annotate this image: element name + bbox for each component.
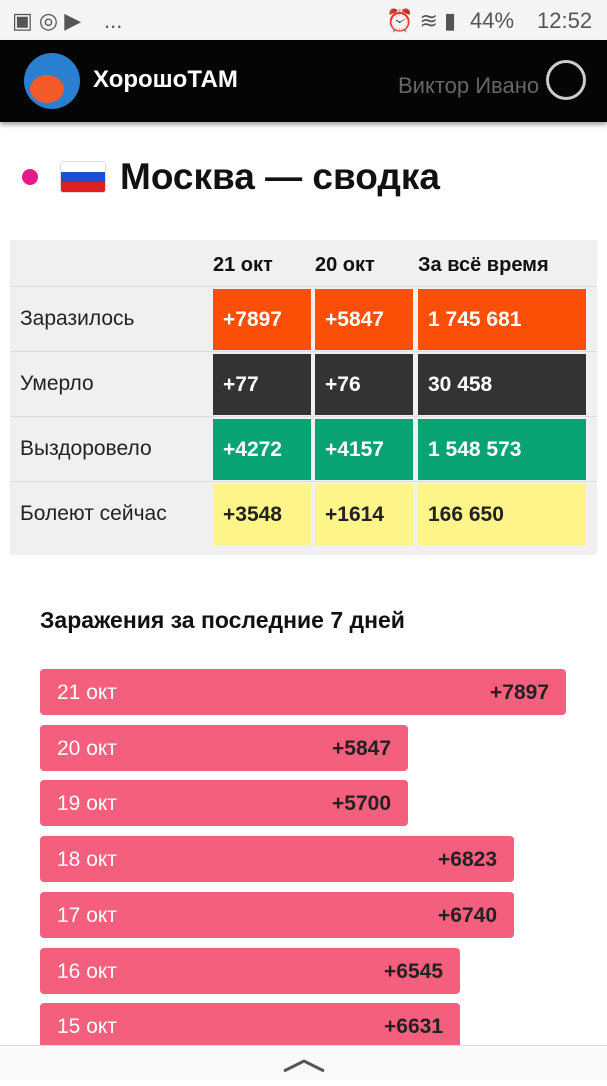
- table-row: Выздоровело +4272 +4157 1 548 573: [10, 416, 597, 480]
- app-name[interactable]: ХорошоТАМ: [93, 66, 238, 93]
- table-row: Болеют сейчас +3548 +1614 166 650: [10, 481, 597, 545]
- row-label: Болеют сейчас: [20, 502, 167, 525]
- bar-value: +6740: [438, 903, 497, 927]
- row-label: Умерло: [20, 372, 94, 395]
- bar: 21 окт +7897: [40, 669, 566, 715]
- chart-title: Заражения за последние 7 дней: [40, 607, 405, 633]
- cell: +3548: [213, 484, 311, 545]
- cell: +76: [315, 354, 413, 415]
- cell: +4272: [213, 419, 311, 480]
- page-title: Москва — сводка: [120, 156, 440, 197]
- user-name[interactable]: Виктор Ивано: [398, 73, 540, 98]
- page-title-row: Москва — сводка: [22, 156, 440, 198]
- bar: 18 окт +6823: [40, 836, 514, 883]
- bar-label: 19 окт: [57, 792, 117, 816]
- flag: [60, 161, 106, 193]
- bottom-bar: [0, 1045, 607, 1080]
- cell: +7897: [213, 289, 311, 350]
- row-label: Заразилось: [20, 307, 135, 330]
- column-header: 20 окт: [315, 254, 375, 276]
- cell: 166 650: [418, 484, 586, 545]
- logo[interactable]: [24, 53, 80, 109]
- column-header: 21 окт: [213, 254, 273, 276]
- table-row: Заразилось +7897 +5847 1 745 681: [10, 286, 597, 350]
- bar: 15 окт +6631: [40, 1003, 460, 1050]
- cell: 1 745 681: [418, 289, 586, 350]
- bar-value: +5700: [332, 792, 391, 816]
- bar-value: +7897: [490, 681, 549, 704]
- dot: [22, 169, 38, 185]
- bar-value: +5847: [332, 736, 391, 760]
- table-row: Умерло +77 +76 30 458: [10, 351, 597, 415]
- cell: +1614: [315, 484, 413, 545]
- column-header: За всё время: [418, 254, 549, 276]
- bar-value: +6545: [384, 959, 443, 983]
- cell: +5847: [315, 289, 413, 350]
- bar-label: 16 окт: [57, 959, 117, 983]
- bar: 17 окт +6740: [40, 891, 514, 938]
- cell: +77: [213, 354, 311, 415]
- bar-label: 17 окт: [57, 903, 117, 927]
- battery: 44%: [470, 8, 515, 33]
- bar-label: 15 окт: [57, 1015, 117, 1039]
- bar-label: 18 окт: [57, 848, 117, 872]
- cell: 30 458: [418, 354, 586, 415]
- bar-label: 21 окт: [57, 681, 117, 704]
- status-sys-icons: ⏰ ≋ ▮: [386, 8, 457, 33]
- summary-table: 21 окт 20 окт За всё время Заразилось +7897 +…: [10, 240, 597, 555]
- cell: +4157: [315, 419, 413, 480]
- bar-value: +6823: [438, 848, 497, 872]
- bar: 20 окт +5847: [40, 724, 408, 771]
- rocket-button[interactable]: [546, 60, 586, 100]
- bar: 19 окт +5700: [40, 780, 408, 827]
- bar-label: 20 окт: [57, 736, 117, 760]
- app-header: ХорошоТАМ Виктор Ивано: [0, 40, 607, 122]
- status-icons: ▣ ◎ ▶: [12, 8, 82, 33]
- row-label: Выздоровело: [20, 437, 152, 460]
- bar: 16 окт +6545: [40, 947, 460, 994]
- status-more: ...: [104, 8, 123, 33]
- chevron[interactable]: [0, 1046, 607, 1081]
- status-bar: ▣ ◎ ▶ ... ⏰ ≋ ▮ 44% 12:52: [0, 0, 607, 40]
- clock: 12:52: [537, 8, 593, 33]
- bar-value: +6631: [384, 1015, 443, 1039]
- cell: 1 548 573: [418, 419, 586, 480]
